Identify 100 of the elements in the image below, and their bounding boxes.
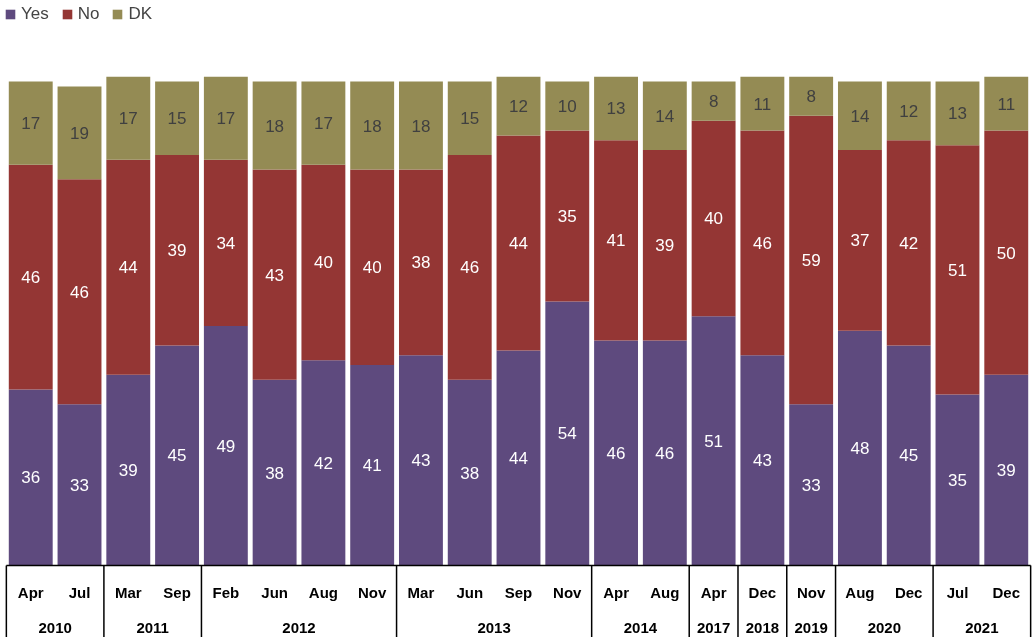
bar [740,76,785,131]
bar [545,130,590,302]
bar [155,81,200,155]
bar [886,345,931,566]
bar [106,159,151,375]
bar [252,379,297,566]
data-label: 33 [801,475,821,495]
text: 2017 [696,618,731,636]
data-label: 17 [21,114,41,134]
bar [155,154,200,346]
data-label: 46 [21,268,41,288]
data-label: 18 [265,116,285,136]
bar [837,150,882,331]
data-label: 17 [313,114,333,134]
x-tick-label: Feb [212,583,240,601]
text: 2021 [965,618,999,636]
bar [155,345,200,566]
data-label: 42 [313,453,333,473]
bar [8,81,53,165]
bar [301,164,346,361]
bar [252,81,297,170]
x-tick-label: Dec [992,583,1021,601]
data-label: 8 [708,92,719,112]
bar [789,76,834,116]
data-label: 50 [996,243,1016,263]
data-label: 44 [509,448,528,468]
data-label: 46 [655,444,675,464]
text: 2011 [136,618,169,636]
data-label: 54 [557,424,577,444]
data-label: 12 [509,97,528,117]
data-label: 40 [313,253,333,273]
bar [496,135,541,351]
x-tick-label: Jul [946,583,969,601]
bar [447,81,492,155]
bar [837,330,882,566]
x-tick-label: Jun [261,583,288,601]
bar [642,150,687,341]
data-label: 15 [460,109,480,129]
data-label: 43 [265,265,285,285]
data-label: 40 [362,258,382,278]
bar [789,404,834,566]
data-label: 35 [557,207,577,227]
data-label: 48 [850,439,870,459]
data-label: 19 [70,123,89,143]
data-label: 39 [118,461,138,481]
x-tick-label: Dec [748,583,777,601]
x-tick-label: Nov [553,583,583,601]
data-label: 11 [997,94,1016,114]
bar [203,325,248,566]
data-label: 18 [411,116,431,136]
x-tick-label: Nov [796,583,826,601]
bar [642,81,687,151]
x-tick-label: Apr [603,583,630,601]
bar [740,355,785,566]
bar [203,76,248,160]
bar [691,120,736,317]
data-label: 38 [265,463,285,483]
bar [8,164,53,390]
bar [57,86,102,180]
legend-label: No [77,4,100,24]
data-label: 46 [460,258,480,278]
data-label: 14 [655,106,675,126]
bar [203,159,248,326]
data-label: 35 [948,470,967,490]
bar [57,404,102,566]
data-label: 49 [216,436,236,456]
data-label: 59 [801,250,821,270]
data-label: 12 [899,101,919,121]
x-tick-label: Aug [308,583,338,601]
data-label: 38 [460,463,480,483]
bar [740,130,785,356]
bar [594,340,638,566]
data-label: 39 [655,236,675,256]
bar [496,76,541,136]
data-label: 43 [752,451,772,471]
bar [691,81,736,121]
data-label: 44 [118,258,138,278]
data-label: 13 [606,99,626,119]
data-label: 10 [557,97,577,117]
data-label: 17 [216,109,236,129]
bar [399,169,443,356]
bar [57,179,102,405]
data-label: 36 [21,468,41,488]
bar [447,154,492,380]
data-label: 40 [704,209,724,229]
bar [350,169,395,366]
data-label: 8 [806,87,816,107]
bar [984,374,1029,566]
text: 2018 [745,618,780,636]
bar [886,140,931,346]
legend-label: Yes [21,4,49,24]
bar [984,130,1029,375]
data-label: 46 [70,282,89,302]
x-tick-label: Sep [504,583,533,601]
bar [496,350,541,566]
x-tick-label: Jul [68,583,91,601]
bar [8,389,53,566]
bar [935,81,980,146]
data-label: 43 [411,451,431,471]
data-label: 37 [850,231,870,251]
